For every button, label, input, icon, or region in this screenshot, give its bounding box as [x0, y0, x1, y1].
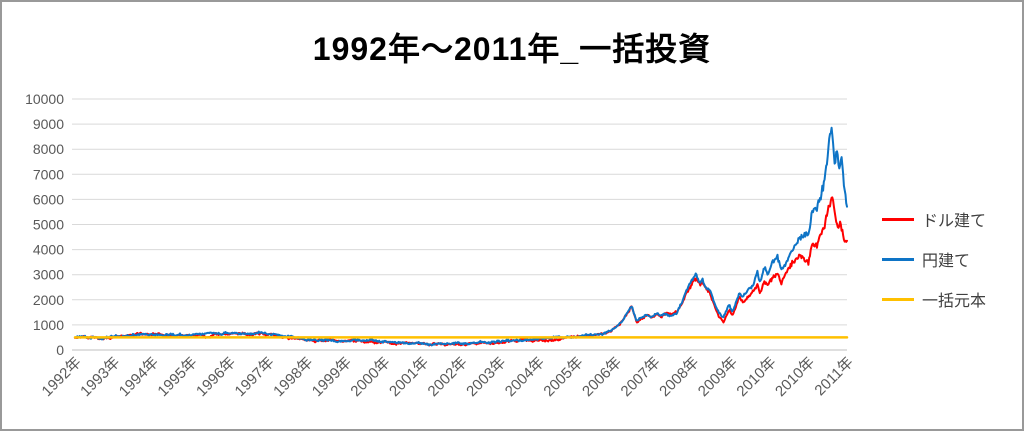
- x-axis-tick-label: 1994年: [116, 354, 162, 400]
- x-axis-tick-label: 2000年: [347, 354, 393, 400]
- series-line-1: [74, 196, 848, 347]
- y-axis-tick-label: 1000: [33, 317, 64, 333]
- x-axis-tick-label: 2003年: [463, 354, 509, 400]
- legend-item: 一括元本: [882, 290, 987, 310]
- y-axis-tick-label: 0: [56, 342, 64, 358]
- legend-label: 円建て: [922, 253, 971, 270]
- x-axis-tick-label: 2004年: [502, 354, 548, 400]
- y-axis-tick-label: 4000: [33, 242, 64, 258]
- x-axis-tick-label: 2009年: [695, 354, 741, 400]
- x-axis-tick-label: 1993年: [77, 354, 123, 400]
- chart-legend: ドル建て円建て一括元本: [882, 210, 986, 330]
- y-axis-tick-label: 10000: [25, 91, 64, 107]
- y-axis-tick-label: 6000: [33, 191, 64, 207]
- legend-item: 円建て: [882, 250, 986, 270]
- y-axis-tick-label: 5000: [33, 217, 64, 233]
- y-axis-tick-label: 2000: [33, 292, 64, 308]
- legend-item: ドル建て: [882, 210, 987, 230]
- y-axis-tick-label: 8000: [33, 141, 64, 157]
- x-axis-tick-label: 1992年: [39, 354, 85, 400]
- x-axis-tick-label: 2010年: [772, 354, 818, 400]
- x-axis-tick-label: 2007年: [618, 354, 664, 400]
- x-axis-tick-label: 2011年: [811, 354, 856, 399]
- legend-line-swatch: [882, 257, 914, 261]
- x-axis-tick-label: 2002年: [425, 354, 471, 400]
- x-axis-tick-label: 2008年: [656, 354, 702, 400]
- x-axis-tick-label: 1997年: [232, 354, 278, 400]
- y-axis-tick-label: 7000: [33, 166, 64, 182]
- x-axis-tick-label: 2006年: [579, 354, 625, 400]
- x-axis-tick-label: 2001年: [386, 354, 432, 400]
- legend-line-swatch: [882, 217, 914, 221]
- legend-label: ドル建て: [922, 213, 987, 230]
- legend-label: 一括元本: [922, 293, 987, 310]
- y-axis-tick-label: 9000: [33, 116, 64, 132]
- x-axis-tick-label: 2010年: [733, 354, 779, 400]
- series-line-2: [74, 126, 848, 347]
- x-axis-tick-label: 1998年: [270, 354, 316, 400]
- x-axis-tick-label: 1995年: [154, 354, 200, 400]
- x-axis-tick-label: 1999年: [309, 354, 355, 400]
- x-axis-tick-label: 1996年: [193, 354, 239, 400]
- chart-title: 1992年～2011年_一括投資: [312, 31, 712, 67]
- y-axis-tick-label: 3000: [33, 267, 64, 283]
- legend-line-swatch: [882, 297, 914, 301]
- x-axis-tick-label: 2005年: [540, 354, 586, 400]
